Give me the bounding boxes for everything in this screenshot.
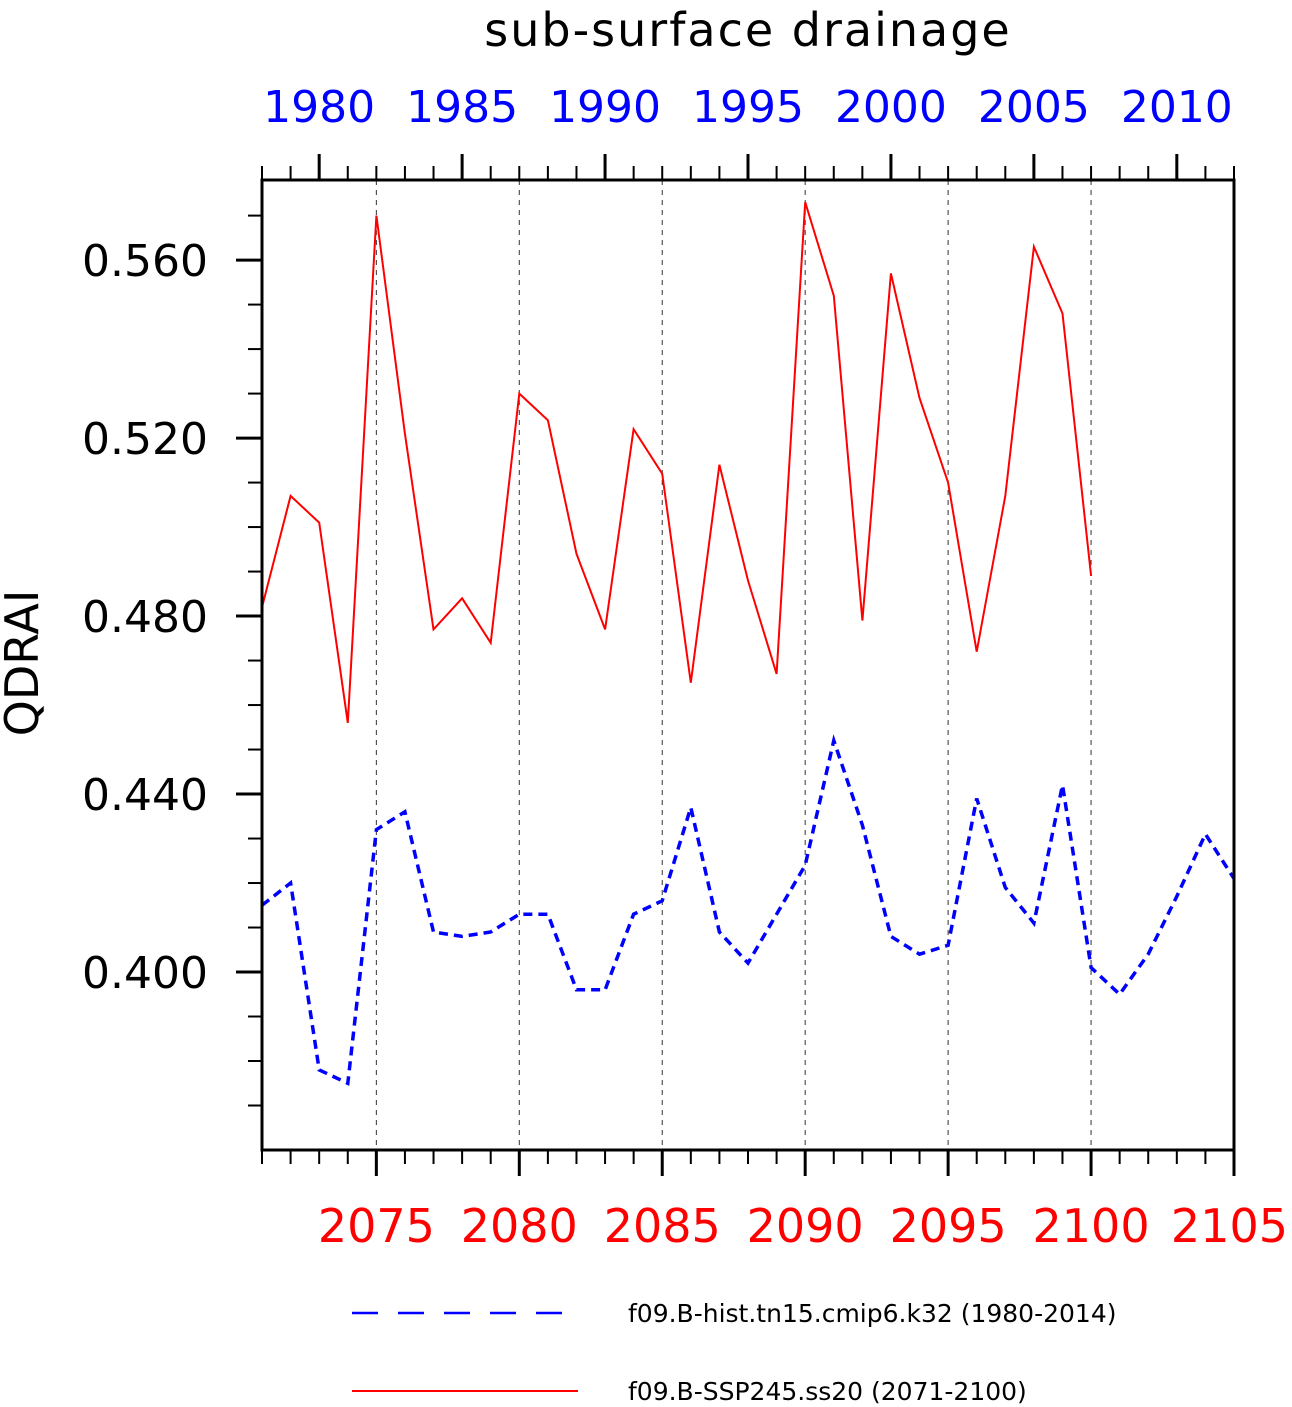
y-tick-label: 0.480 — [82, 592, 208, 643]
y-axis-label: QDRAI — [0, 590, 49, 737]
y-tick-label: 0.560 — [82, 236, 208, 287]
y-tick-label: 0.440 — [82, 770, 208, 821]
gridlines — [375, 180, 1092, 1150]
legend-label-hist: f09.B-hist.tn15.cmip6.k32 (1980-2014) — [628, 1299, 1116, 1328]
legend-label-ssp: f09.B-SSP245.ss20 (2071-2100) — [628, 1377, 1027, 1406]
top-tick-label: 1995 — [692, 82, 804, 133]
bottom-tick-label: 2090 — [747, 1199, 864, 1253]
series-layer — [260, 201, 1236, 1086]
legend: f09.B-hist.tn15.cmip6.k32 (1980-2014) f0… — [352, 1299, 1116, 1406]
axes-layer: 0.400 0.440 0.480 0.520 0.560 1980 1985 1990 199… — [82, 82, 1288, 1253]
bottom-tick-label: 2085 — [604, 1199, 721, 1253]
top-tick-label: 1985 — [406, 82, 518, 133]
bottom-tick-label: 2095 — [890, 1199, 1007, 1253]
y-tick-label: 0.520 — [82, 414, 208, 465]
top-tick-label: 2000 — [835, 82, 947, 133]
bottom-tick-label: 2075 — [318, 1199, 435, 1253]
y-tick-label: 0.400 — [82, 948, 208, 999]
ssp-series-line — [261, 201, 1093, 723]
top-tick-label: 1980 — [263, 82, 375, 133]
bottom-tick-label: 2105 — [1171, 1199, 1288, 1253]
top-tick-label: 1990 — [549, 82, 661, 133]
top-tick-label: 2005 — [978, 82, 1090, 133]
bottom-tick-label: 2080 — [461, 1199, 578, 1253]
chart-title: sub-surface drainage — [484, 3, 1011, 57]
bottom-tick-label: 2100 — [1033, 1199, 1150, 1253]
top-tick-label: 2010 — [1121, 82, 1233, 133]
hist-series-line — [260, 734, 1236, 1086]
plot-frame — [260, 178, 1236, 1152]
